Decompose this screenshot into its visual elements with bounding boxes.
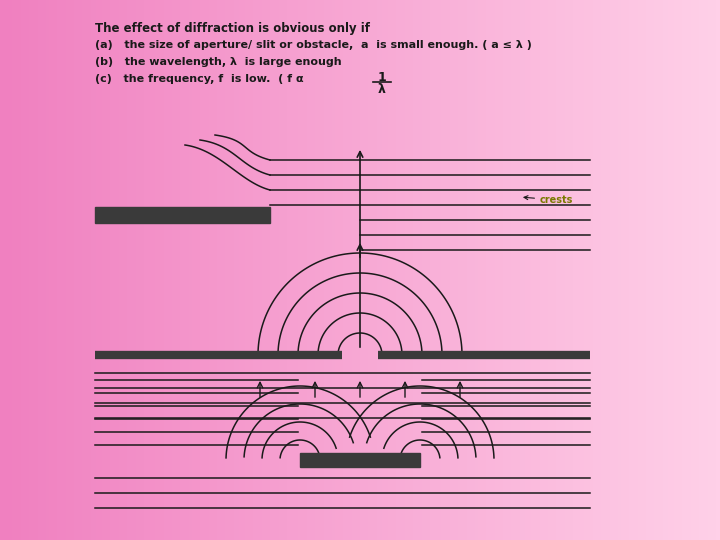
Text: (c)   the frequency, f  is low.  ( f α: (c) the frequency, f is low. ( f α <box>95 74 311 84</box>
Text: (b)   the wavelength, λ  is large enough: (b) the wavelength, λ is large enough <box>95 57 341 67</box>
Text: 1: 1 <box>377 71 387 84</box>
Bar <box>95 207 270 223</box>
Text: λ: λ <box>378 83 386 96</box>
Bar <box>300 453 420 467</box>
Text: (a)   the size of aperture/ slit or obstacle,  a  is small enough. ( a ≤ λ ): (a) the size of aperture/ slit or obstac… <box>95 40 532 50</box>
Text: crests: crests <box>524 195 573 205</box>
Text: The effect of diffraction is obvious only if: The effect of diffraction is obvious onl… <box>95 22 370 35</box>
